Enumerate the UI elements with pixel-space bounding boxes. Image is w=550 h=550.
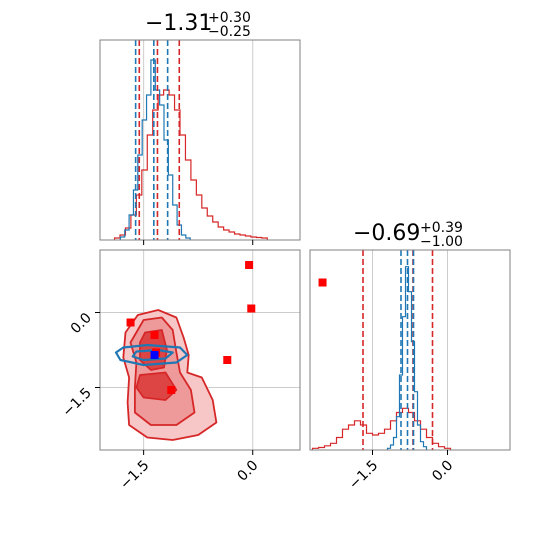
param2-title: −0.69 xyxy=(353,221,420,246)
contour-blue xyxy=(114,343,189,367)
param2-title-plus: +0.39 xyxy=(420,220,463,236)
panel-frame xyxy=(309,249,511,451)
marker-red-square xyxy=(318,278,327,287)
y-tick-label: −1.5 xyxy=(59,385,94,420)
x-tick-label: 0.0 xyxy=(429,458,456,485)
marker-red-square xyxy=(126,318,135,327)
x-tick-label: −1.5 xyxy=(117,458,152,493)
histogram-blue-series xyxy=(386,266,428,450)
param2-title-value: −0.69 xyxy=(353,221,420,246)
histogram-param2-panel xyxy=(309,249,511,455)
param2-title-minus: −1.00 xyxy=(420,234,463,250)
param1-title-minus: −0.25 xyxy=(208,24,251,40)
histogram-param1-panel xyxy=(99,39,301,245)
scatter-2d-panel xyxy=(95,249,327,455)
panel-frame xyxy=(99,249,301,451)
marker-blue-square xyxy=(150,351,159,359)
contour-red xyxy=(135,371,178,401)
marker-red-square xyxy=(247,304,256,313)
param1-title: −1.31 xyxy=(145,11,212,36)
marker-red-square xyxy=(245,261,254,269)
tick-labels: −1.5 0.0 −1.5 0.0 −1.5 0.0 xyxy=(59,310,456,493)
param1-title-value: −1.31 xyxy=(145,11,212,36)
histogram-red-series xyxy=(311,407,452,450)
param1-title-plus: +0.30 xyxy=(208,10,251,26)
panel-frame xyxy=(99,39,301,241)
marker-red-square xyxy=(150,331,159,339)
marker-red-square xyxy=(167,386,176,394)
x-tick-label: −1.5 xyxy=(346,458,381,493)
y-tick-label: 0.0 xyxy=(68,310,95,337)
marker-red-square xyxy=(223,356,232,364)
x-tick-label: 0.0 xyxy=(234,458,261,485)
